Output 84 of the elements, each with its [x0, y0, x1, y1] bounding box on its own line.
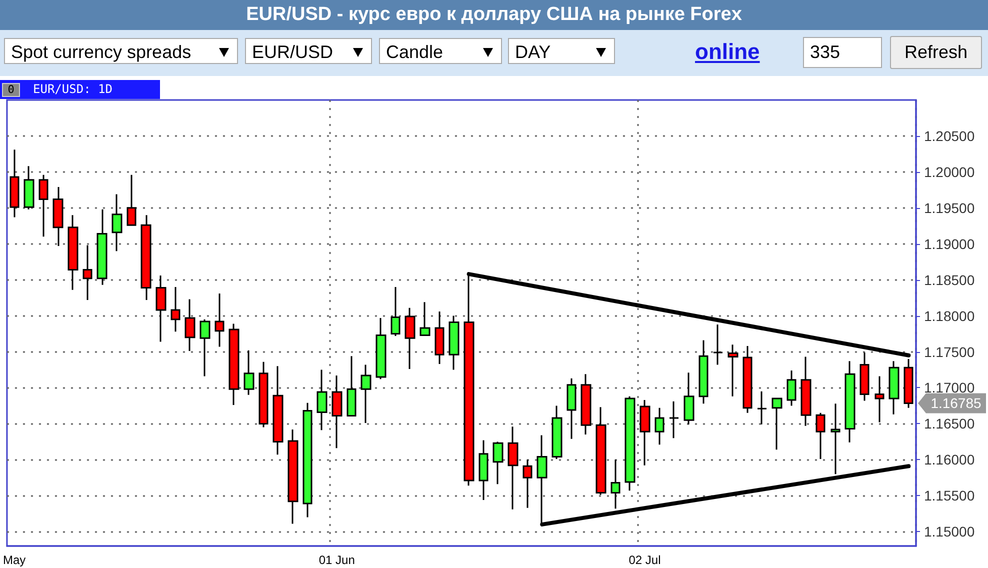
candlestick: [228, 322, 240, 406]
dropdown[interactable]: DAY: [508, 38, 615, 64]
x-tick-label: 01 Jun: [318, 553, 355, 567]
text: online: [695, 39, 760, 65]
candlestick: [38, 174, 48, 238]
candlestick: [492, 440, 504, 485]
candlestick: [654, 407, 664, 446]
candlestick: [140, 214, 152, 301]
dropdown[interactable]: Candle: [379, 38, 502, 64]
candlestick: [712, 324, 724, 366]
candlestick: [522, 458, 532, 509]
text: Refresh: [890, 36, 982, 69]
candlestick: [82, 244, 92, 301]
candlestick: [68, 214, 78, 291]
candlestick: [24, 165, 34, 210]
candlestick: [800, 356, 812, 427]
candlestick: [112, 193, 122, 252]
y-tick-label: 1.19500: [924, 200, 975, 216]
candlestick: [668, 400, 680, 439]
candlestick: [596, 406, 606, 496]
candlestick: [728, 344, 738, 398]
candlestick: [580, 373, 592, 436]
y-tick-label: 1.20500: [924, 128, 975, 144]
candlestick: [170, 286, 180, 332]
candlestick: [214, 292, 224, 348]
candlestick: [332, 374, 342, 449]
candlestick: [200, 318, 210, 377]
candlestick: [874, 375, 884, 424]
y-tick-label: 1.15000: [924, 524, 975, 540]
y-tick-label: 1.15500: [924, 488, 975, 504]
y-tick-label: 1.20000: [924, 164, 975, 180]
candlestick: [888, 360, 900, 416]
chart-title: EUR/USD - курс евро к доллару США на рынке Forex: [0, 0, 988, 30]
dropdown[interactable]: Spot currency spreads: [4, 38, 238, 64]
y-tick-label: 1.18000: [924, 308, 975, 324]
candlestick: [698, 340, 708, 404]
candlestick: [52, 186, 64, 247]
y-tick-label: 1.18500: [924, 272, 975, 288]
candlestick: [184, 298, 196, 352]
x-tick-label: 02 Jul: [628, 553, 661, 567]
candlestick: [566, 378, 576, 440]
candlestick: [96, 208, 108, 286]
candlestick: [786, 370, 796, 406]
candlestick: [624, 396, 636, 492]
candlestick: [478, 440, 488, 501]
candlestick: [390, 286, 400, 337]
dropdown[interactable]: EUR/USD: [245, 38, 372, 64]
y-tick-label: 1.17500: [924, 344, 975, 360]
candlestick: [346, 355, 356, 417]
x-tick-label: May: [2, 553, 26, 567]
candlestick: [772, 397, 782, 450]
candlestick: [508, 426, 518, 510]
candlestick: [420, 301, 430, 336]
candlestick: [126, 174, 136, 226]
y-tick-label: 1.16000: [924, 452, 975, 468]
candlestick: [302, 402, 312, 518]
candlestick: [434, 310, 444, 365]
candlestick: [360, 364, 372, 424]
text: 1.16785: [930, 395, 982, 412]
zero-icon: 0: [2, 83, 20, 97]
candlestick: [552, 404, 562, 460]
candlestick: [404, 307, 416, 370]
candlestick: [448, 315, 460, 371]
y-tick-label: 1.16500: [924, 416, 975, 432]
candlestick: [860, 352, 870, 402]
candlestick: [684, 372, 694, 426]
candlestick: [10, 148, 20, 218]
candlestick: [272, 365, 284, 456]
text: EUR/USD: 1D: [33, 81, 112, 98]
text: 335: [803, 37, 882, 68]
candlestick: [816, 412, 826, 460]
y-tick-label: 1.17000: [924, 380, 975, 396]
candlestick: [756, 390, 768, 426]
candlestick: [376, 317, 386, 380]
candlestick: [640, 399, 650, 466]
y-tick-label: 1.19000: [924, 236, 975, 252]
candlestick: [610, 458, 620, 510]
candlestick: [244, 350, 254, 396]
candlestick: [742, 345, 752, 414]
candlestick: [844, 360, 856, 444]
candlestick: [288, 428, 298, 524]
candlestick: [156, 274, 166, 342]
candlestick: [258, 361, 268, 428]
candlestick: [316, 369, 328, 431]
